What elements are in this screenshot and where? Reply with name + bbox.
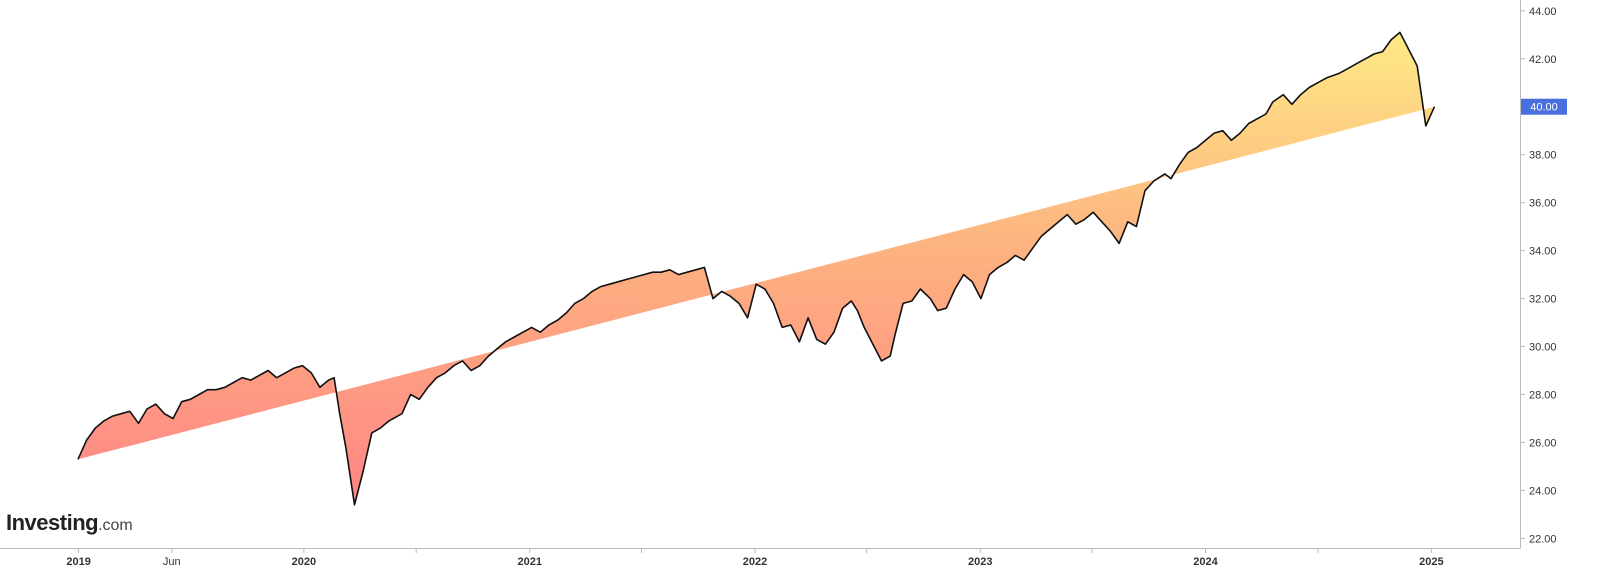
y-tick-label: 36.00 bbox=[1529, 198, 1557, 210]
x-axis-ticks: 2019 Jun 2020 2021 2022 2023 2024 2025 bbox=[66, 548, 1444, 568]
last-value-badge-layer: 40.00 bbox=[1521, 98, 1567, 115]
line-layer bbox=[77, 31, 1436, 506]
x-tick-label: 2020 bbox=[292, 556, 316, 568]
y-tick-label: 30.00 bbox=[1529, 342, 1557, 354]
y-tick-label: 22.00 bbox=[1529, 533, 1557, 545]
y-tick-label: 44.00 bbox=[1529, 6, 1557, 18]
area-fill bbox=[78, 32, 1435, 505]
investing-logo: Investing.com bbox=[6, 510, 133, 536]
y-tick-label: 34.00 bbox=[1529, 246, 1557, 258]
logo-suffix: .com bbox=[98, 517, 133, 534]
x-tick-label: 2024 bbox=[1193, 556, 1218, 568]
y-tick-label: 28.00 bbox=[1529, 390, 1557, 402]
logo-brand: Investing bbox=[6, 510, 99, 535]
last-value-badge bbox=[1521, 98, 1567, 115]
axes-layer bbox=[0, 0, 1521, 549]
x-tick-label: 2022 bbox=[743, 556, 767, 568]
x-tick-label: Jun bbox=[163, 556, 181, 568]
y-tick-label: 26.00 bbox=[1529, 437, 1557, 449]
x-tick-label: 2023 bbox=[968, 556, 992, 568]
y-tick-label: 32.00 bbox=[1529, 294, 1557, 306]
x-tick-label: 2019 bbox=[66, 556, 90, 568]
y-tick-label: 38.00 bbox=[1529, 150, 1557, 162]
area-fill-layer bbox=[78, 32, 1435, 505]
x-tick-label: 2025 bbox=[1419, 556, 1443, 568]
x-tick-label: 2021 bbox=[518, 556, 542, 568]
y-tick-label: 42.00 bbox=[1529, 54, 1557, 66]
y-axis-ticks: 22.00 24.00 26.00 28.00 30.00 32.00 34.00 36.00… bbox=[1520, 6, 1557, 545]
series-line bbox=[77, 31, 1436, 506]
y-tick-label: 24.00 bbox=[1529, 485, 1557, 497]
last-value-label: 40.00 bbox=[1530, 102, 1558, 114]
